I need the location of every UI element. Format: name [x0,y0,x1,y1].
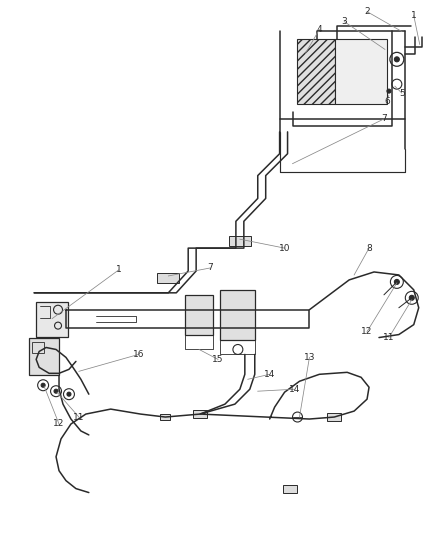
Text: 11: 11 [383,333,395,342]
Circle shape [41,383,45,387]
Bar [220,290,255,340]
Bar [229,236,251,246]
Text: 14: 14 [289,385,300,394]
Circle shape [387,89,391,93]
Bar [29,337,59,375]
Text: 3: 3 [341,17,347,26]
Circle shape [67,392,71,396]
Text: 4: 4 [317,25,322,34]
Bar [185,295,213,335]
Bar [283,484,297,492]
Text: 15: 15 [212,355,224,364]
Bar [160,414,170,420]
Text: 10: 10 [279,244,290,253]
Text: 14: 14 [264,370,276,379]
Text: 16: 16 [133,350,144,359]
Circle shape [409,295,414,300]
Text: 1: 1 [116,265,121,274]
Text: 11: 11 [73,413,85,422]
Bar [193,410,207,418]
Bar [335,39,387,104]
Text: 1: 1 [411,11,417,20]
Text: 7: 7 [207,263,213,272]
Circle shape [54,389,58,393]
Text: 5: 5 [399,88,405,98]
Bar [32,342,44,353]
Bar [36,302,68,336]
Bar [327,413,341,421]
Text: 12: 12 [53,419,65,429]
Text: 12: 12 [361,327,373,336]
Circle shape [394,279,399,285]
Text: 8: 8 [366,244,372,253]
Text: 6: 6 [384,96,390,106]
Text: 2: 2 [364,7,370,16]
Circle shape [394,57,399,62]
Text: 7: 7 [381,115,387,124]
Bar [157,273,179,283]
Bar [297,39,335,104]
Text: 13: 13 [304,353,315,362]
